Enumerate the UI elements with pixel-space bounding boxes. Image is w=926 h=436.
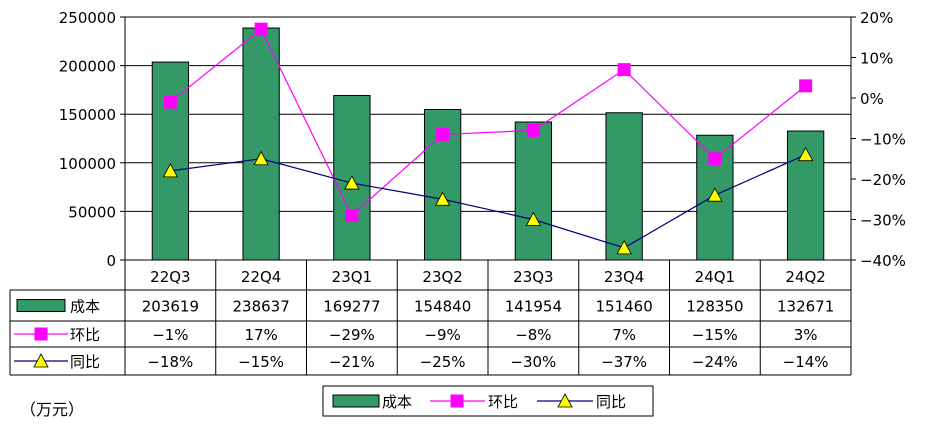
yoy-point-24Q2: [797, 146, 814, 162]
row-header: 环比: [70, 326, 100, 344]
category-label: 23Q3: [513, 268, 553, 286]
left-axis-tick: 250000: [59, 9, 116, 27]
category-label: 23Q2: [422, 268, 462, 286]
table-cell: 128350: [686, 298, 743, 316]
qoq-point-22Q3: [163, 95, 177, 109]
bar-23Q4: [605, 112, 643, 261]
yoy-point-22Q4: [253, 150, 269, 166]
legend-label: 环比: [488, 393, 518, 411]
left-axis-tick: 0: [106, 252, 116, 270]
qoq-point-23Q3: [526, 123, 540, 137]
table-cell: −24%: [692, 353, 738, 371]
row-header: 成本: [70, 298, 100, 316]
category-label: 22Q3: [150, 268, 190, 286]
table-cell: 7%: [612, 326, 636, 344]
yoy-point-23Q3: [525, 211, 542, 226]
bar-23Q3: [514, 121, 553, 261]
table-cell: −29%: [329, 326, 375, 344]
left-axis-tick: 200000: [59, 58, 116, 76]
table-cell: −15%: [692, 326, 738, 344]
yoy-point-23Q1: [344, 175, 360, 190]
qoq-point-24Q1: [708, 152, 722, 166]
unit-label: （万元）: [20, 400, 85, 419]
right-axis-tick: 10%: [860, 50, 893, 68]
category-label: 23Q1: [332, 268, 372, 286]
table-cell: −1%: [152, 326, 188, 344]
row-key-yoy-marker: [33, 353, 49, 368]
yoy-line: [170, 154, 806, 249]
table-cell: 3%: [794, 326, 818, 344]
legend-key-yoy-marker: [557, 393, 573, 408]
table-cell: −25%: [420, 353, 466, 371]
legend-label: 同比: [596, 393, 626, 411]
table-cell: 203619: [142, 298, 199, 316]
category-label: 23Q4: [604, 268, 644, 286]
plot-area: [124, 16, 852, 261]
qoq-point-23Q2: [436, 127, 450, 141]
table-cell: −15%: [238, 353, 284, 371]
bar-22Q3: [151, 61, 190, 261]
left-axis-tick: 50000: [68, 203, 116, 221]
category-label: 24Q1: [695, 268, 735, 286]
legend-label: 成本: [382, 393, 412, 411]
table-cell: −14%: [783, 353, 829, 371]
right-axis-tick: −10%: [860, 131, 906, 149]
qoq-point-24Q2: [799, 79, 813, 93]
table-cell: 141954: [505, 298, 562, 316]
table-cell: 169277: [323, 298, 380, 316]
qoq-line: [169, 28, 807, 217]
left-axis-tick: 100000: [59, 155, 116, 173]
table-cell: −21%: [329, 353, 375, 371]
legend-key-cost: [332, 394, 380, 408]
row-header: 同比: [70, 353, 100, 371]
yoy-point-22Q3: [162, 163, 179, 178]
table-cell: −30%: [510, 353, 556, 371]
table-cell: −37%: [601, 353, 647, 371]
category-label: 24Q2: [785, 268, 825, 286]
qoq-point-23Q4: [617, 63, 631, 77]
table-cell: −18%: [147, 353, 193, 371]
yoy-point-24Q1: [707, 187, 723, 202]
legend-key-qoq-marker: [450, 394, 464, 408]
table-cell: 17%: [244, 326, 277, 344]
yoy-point-23Q2: [434, 191, 451, 206]
table-cell: 132671: [777, 298, 834, 316]
table-cell: 151460: [595, 298, 652, 316]
right-axis-tick: −30%: [860, 212, 906, 230]
row-key-qoq-marker: [34, 327, 48, 341]
left-axis-tick: 150000: [59, 106, 116, 124]
table-cell: −8%: [515, 326, 551, 344]
table-cell: −9%: [424, 326, 460, 344]
table-cell: 238637: [232, 298, 289, 316]
category-label: 22Q4: [241, 268, 281, 286]
right-axis-tick: −40%: [860, 252, 906, 270]
qoq-point-22Q4: [254, 22, 268, 36]
row-key-cost: [16, 299, 66, 312]
bar-22Q4: [242, 27, 280, 261]
yoy-point-23Q4: [616, 240, 632, 255]
right-axis-tick: −20%: [860, 171, 906, 189]
qoq-point-23Q1: [345, 208, 359, 222]
table-cell: 154840: [414, 298, 471, 316]
right-axis-tick: 0%: [860, 90, 884, 108]
right-axis-tick: 20%: [860, 9, 893, 27]
